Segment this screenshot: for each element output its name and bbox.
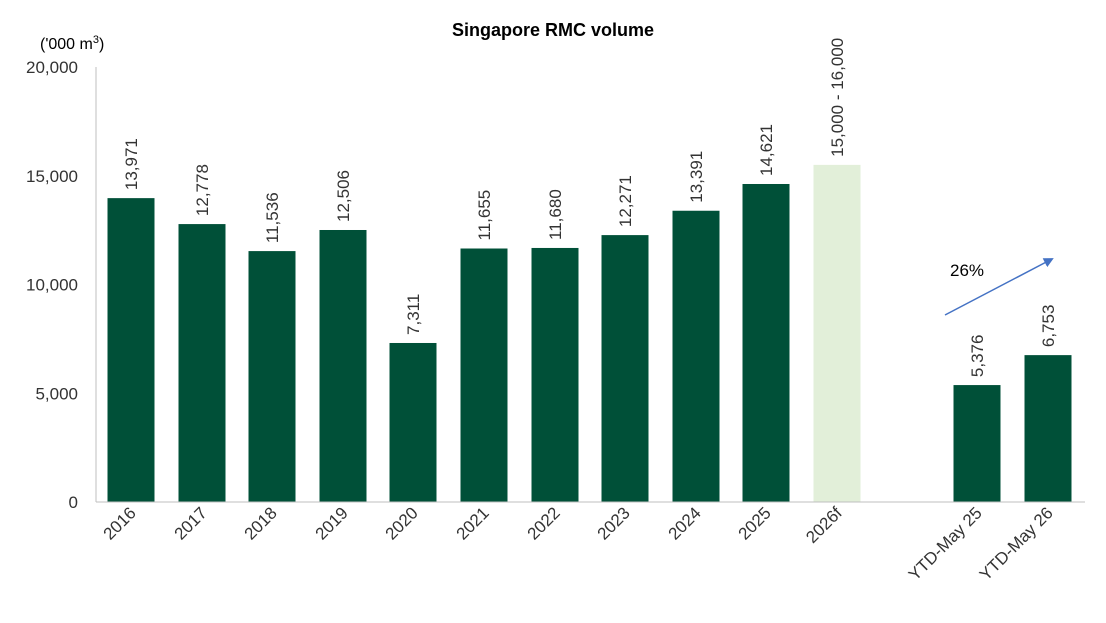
- chart-title: Singapore RMC volume: [452, 20, 654, 40]
- bar: [1024, 355, 1072, 502]
- data-label: 12,271: [616, 175, 635, 227]
- bar: [107, 198, 155, 503]
- y-tick-label: 0: [69, 493, 78, 512]
- x-tick-label: 2022: [524, 503, 564, 543]
- bar: [319, 229, 367, 502]
- x-tick-label: 2021: [453, 503, 493, 543]
- y-axis-unit-label: ('000 m3): [40, 34, 104, 53]
- data-label: 12,506: [334, 170, 353, 222]
- forecast-bar: [813, 164, 861, 502]
- x-tick-label: 2025: [735, 503, 775, 543]
- y-tick-label: 15,000: [26, 167, 78, 186]
- bar: [389, 342, 437, 502]
- y-axis: 0 5,000 10,000 15,000 20,000: [26, 58, 97, 512]
- data-label: 5,376: [968, 335, 987, 378]
- x-tick-label: 2019: [312, 503, 352, 543]
- bar: [248, 251, 296, 502]
- bar: [460, 248, 508, 502]
- bar: [601, 235, 649, 502]
- data-label: 12,778: [193, 164, 212, 216]
- growth-arrow: [944, 258, 1054, 316]
- data-label: 11,536: [263, 192, 282, 243]
- data-label: 13,391: [687, 151, 706, 203]
- data-label: 13,971: [122, 138, 141, 190]
- y-tick-label: 20,000: [26, 58, 78, 77]
- y-tick-label: 10,000: [26, 276, 78, 295]
- x-tick-label: 2016: [100, 503, 140, 543]
- bar: [953, 385, 1001, 502]
- bars: [107, 164, 1072, 503]
- x-tick-label: 2017: [171, 503, 211, 543]
- data-label: 11,655: [475, 190, 494, 241]
- data-label: 7,311: [404, 294, 423, 335]
- bar: [178, 224, 226, 503]
- x-tick-label: 2020: [382, 503, 422, 543]
- bar: [531, 247, 579, 502]
- data-label: 11,680: [546, 189, 565, 240]
- x-axis: 2016 2017 2018 2019 2020 2021 2022 2023 2024 2025…: [96, 501, 1085, 584]
- data-label: 15,000 - 16,000: [828, 38, 847, 157]
- growth-annotation: 26%: [944, 258, 1054, 316]
- data-labels: 13,971 12,778 11,536 12,506 7,311 11,655 11,68…: [122, 38, 1058, 377]
- bar: [742, 183, 790, 502]
- x-tick-label: 2018: [241, 503, 281, 543]
- data-label: 6,753: [1039, 305, 1058, 348]
- x-tick-label: YTD-May 25: [905, 503, 986, 584]
- x-tick-label: 2026f: [802, 503, 846, 547]
- x-tick-label: 2024: [665, 503, 705, 543]
- growth-label: 26%: [950, 261, 984, 280]
- bar: [672, 210, 720, 503]
- data-label: 14,621: [757, 124, 776, 176]
- x-tick-label: 2023: [594, 503, 634, 543]
- y-tick-label: 5,000: [35, 384, 78, 403]
- x-tick-label: YTD-May 26: [976, 503, 1057, 584]
